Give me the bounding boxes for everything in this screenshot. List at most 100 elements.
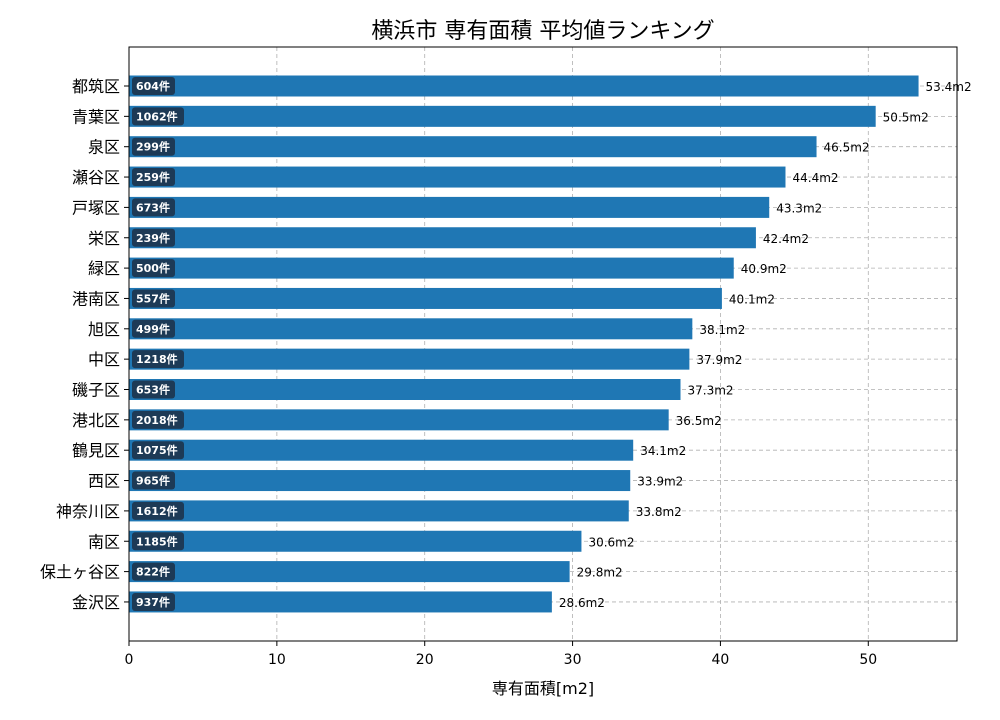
count-badge	[132, 107, 184, 126]
count-badge	[132, 350, 184, 369]
category-label: 金沢区	[72, 593, 120, 612]
count-label: 937件	[136, 595, 170, 609]
bar	[129, 227, 756, 249]
category-label: 都筑区	[72, 77, 120, 96]
x-tick-label: 30	[564, 652, 582, 668]
bar	[129, 409, 669, 431]
bar	[129, 166, 786, 188]
bar	[129, 318, 693, 340]
category-label: 泉区	[88, 138, 120, 157]
category-label: 栄区	[88, 229, 120, 248]
value-label: 42.4m2	[763, 232, 809, 246]
count-badge	[132, 471, 175, 490]
bar	[129, 196, 770, 218]
count-badge	[132, 441, 184, 460]
category-label: 中区	[88, 350, 120, 369]
chart-title: 横浜市 専有面積 平均値ランキング	[371, 19, 714, 44]
bar	[129, 530, 582, 552]
category-label: 青葉区	[72, 107, 120, 126]
bar	[129, 136, 817, 158]
count-badge	[132, 198, 175, 217]
category-label: 西区	[88, 472, 120, 491]
count-badge	[132, 562, 175, 581]
count-badge	[132, 532, 184, 551]
x-tick-label: 10	[268, 652, 286, 668]
bar	[129, 561, 570, 583]
count-badge	[132, 289, 175, 308]
axes: 0 10 20 30 40 50	[124, 85, 877, 668]
count-label: 259件	[136, 170, 170, 184]
count-label: 822件	[136, 565, 170, 579]
count-badge	[132, 380, 175, 399]
count-label: 1185件	[136, 534, 178, 548]
value-label: 30.6m2	[588, 535, 634, 549]
count-badge	[132, 319, 175, 338]
count-label: 1612件	[136, 504, 178, 518]
bar	[129, 75, 919, 97]
value-label: 29.8m2	[577, 566, 623, 580]
x-tick-label: 20	[416, 652, 434, 668]
category-label: 港南区	[72, 289, 120, 308]
bar	[129, 439, 634, 461]
bar	[129, 287, 722, 309]
value-label: 44.4m2	[792, 171, 838, 185]
bar	[129, 591, 552, 613]
value-label: 46.5m2	[824, 141, 870, 155]
count-label: 653件	[136, 383, 170, 397]
count-label: 239件	[136, 231, 170, 245]
category-label: 戸塚区	[72, 198, 120, 217]
count-label: 500件	[136, 261, 170, 275]
count-label: 557件	[136, 291, 170, 305]
plot-frame	[128, 46, 958, 642]
count-badge	[132, 592, 175, 611]
bars	[129, 75, 919, 613]
category-label: 港北区	[72, 411, 120, 430]
count-label: 1218件	[136, 352, 178, 366]
category-label: 保土ヶ谷区	[40, 563, 120, 582]
value-label: 53.4m2	[926, 80, 972, 94]
category-label: 旭区	[88, 320, 120, 339]
category-label: 瀬谷区	[72, 168, 120, 187]
value-label: 43.3m2	[776, 201, 822, 215]
value-label: 33.9m2	[637, 475, 683, 489]
value-label: 40.1m2	[729, 292, 775, 306]
category-label: 神奈川区	[56, 502, 120, 521]
value-label: 36.5m2	[676, 414, 722, 428]
bar	[129, 257, 734, 279]
count-badge	[132, 410, 184, 429]
value-label: 34.1m2	[640, 444, 686, 458]
x-axis-label: 専有面積[m2]	[492, 679, 594, 698]
x-tick-label: 0	[125, 652, 134, 668]
category-label: 緑区	[88, 259, 120, 278]
value-label: 37.9m2	[696, 353, 742, 367]
count-label: 1075件	[136, 443, 178, 457]
count-label: 1062件	[136, 109, 178, 123]
value-label: 38.1m2	[699, 323, 745, 337]
count-label: 604件	[136, 79, 170, 93]
category-label: 南区	[88, 532, 120, 551]
x-tick-label: 50	[859, 652, 877, 668]
category-label: 磯子区	[72, 381, 120, 400]
count-label: 673件	[136, 200, 170, 214]
bar	[129, 500, 629, 522]
count-badge	[132, 228, 175, 247]
count-label: 499件	[136, 322, 170, 336]
bar	[129, 105, 876, 127]
count-label: 2018件	[136, 413, 178, 427]
x-tick-label: 40	[712, 652, 730, 668]
value-label: 50.5m2	[883, 110, 929, 124]
count-badge	[132, 259, 175, 278]
count-badge	[132, 77, 175, 95]
count-badge	[132, 168, 175, 187]
bar	[129, 348, 690, 370]
category-label: 鶴見区	[72, 441, 120, 460]
value-label: 33.8m2	[636, 505, 682, 519]
bar	[129, 379, 681, 400]
count-badge	[132, 501, 184, 520]
grid-lines	[128, 47, 957, 641]
value-label: 37.3m2	[688, 384, 734, 398]
value-label: 40.9m2	[741, 262, 787, 276]
count-label: 299件	[136, 140, 170, 154]
